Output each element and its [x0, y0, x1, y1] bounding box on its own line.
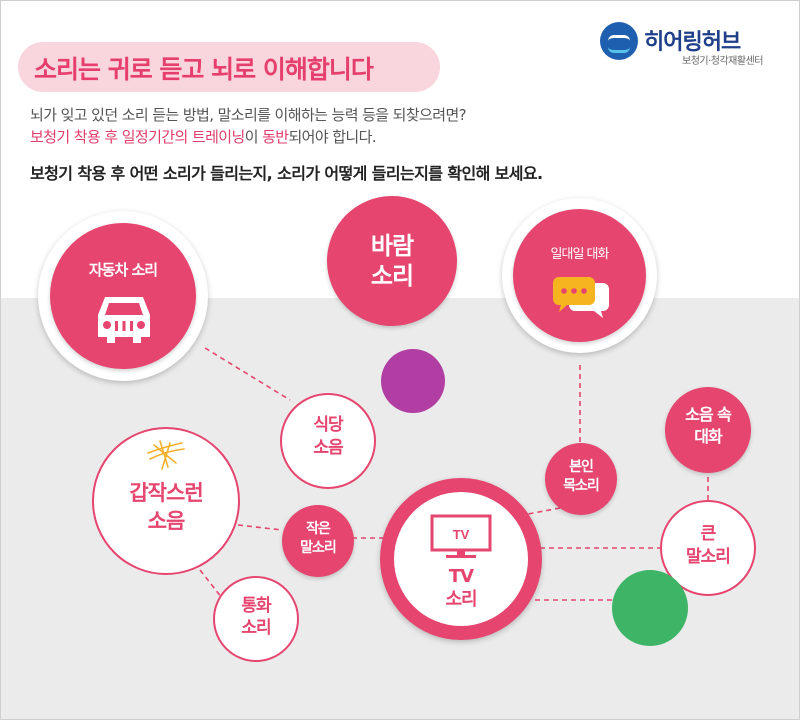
tv-icon: TV — [430, 514, 492, 558]
tv-icon-label: TV — [453, 527, 470, 542]
car-sound-bubble: 자동차 소리 — [38, 211, 208, 381]
intro-line-2-highlight-a: 보청기 착용 후 일정기간의 트레이닝 — [30, 128, 245, 146]
restaurant-noise-label-line1: 식당 — [313, 415, 343, 435]
small-voice-bubble: 작은 말소리 — [282, 505, 354, 577]
intro-line-1: 뇌가 잊고 있던 소리 듣는 방법, 말소리를 이해하는 능력 등을 되찾으려면… — [30, 106, 467, 124]
noise-conversation-label-line1: 소음 속 — [685, 405, 732, 424]
restaurant-noise-label-line2: 소음 — [313, 438, 343, 458]
car-sound-label: 자동차 소리 — [88, 261, 158, 279]
small-voice-label-line1: 작은 — [306, 521, 331, 537]
sudden-noise-bubble: 갑작스런 소음 — [92, 427, 240, 575]
sudden-noise-label-line1: 갑작스런 — [129, 481, 203, 505]
speech-bubbles-icon — [553, 277, 609, 318]
restaurant-noise-bubble: 식당 소음 — [280, 393, 376, 489]
phone-call-label-line1: 통화 — [241, 596, 271, 616]
loud-voice-label-line2: 말소리 — [686, 547, 731, 567]
intro-line-3: 보청기 착용 후 어떤 소리가 들리는지, 소리가 어떻게 들리는지를 확인해 … — [30, 164, 543, 183]
tv-sound-bubble: TV TV 소리 — [380, 478, 542, 640]
wind-sound-label-line1: 바람 — [370, 232, 414, 260]
sudden-noise-label-line2: 소음 — [147, 509, 186, 533]
hearinghub-logo-icon — [600, 22, 638, 60]
noise-conversation-bubble: 소음 속 대화 — [665, 387, 751, 473]
title-banner — [18, 42, 440, 92]
tv-sound-label-line1: TV — [448, 566, 474, 587]
noise-conversation-label-line2: 대화 — [694, 427, 722, 446]
decor-purple-dot — [381, 349, 445, 413]
phone-call-label-line2: 소리 — [241, 618, 271, 638]
daily-conversation-bubble: 일대일 대화 — [502, 198, 657, 353]
small-voice-label-line2: 말소리 — [300, 540, 337, 556]
wind-sound-label-line2: 소리 — [370, 262, 414, 290]
intro-line-2-plain-a: 이 — [244, 128, 263, 146]
own-voice-label-line1: 본인 — [569, 459, 594, 475]
connector-sudden-smallvoice — [237, 524, 283, 531]
brand-subtitle: 보청기·청각재활센터 — [682, 56, 763, 67]
brand-name: 히어링허브 — [644, 30, 741, 55]
loud-voice-label-line1: 큰 — [700, 524, 717, 544]
connector-car-restaurant — [204, 347, 291, 401]
wind-sound-bubble: 바람 소리 — [327, 196, 457, 326]
burst-icon — [147, 440, 185, 470]
connector-sudden-phone — [199, 569, 223, 599]
tv-sound-label-line2: 소리 — [445, 589, 477, 610]
own-voice-bubble: 본인 목소리 — [545, 443, 617, 515]
phone-call-bubble: 통화 소리 — [213, 576, 299, 662]
car-icon — [98, 297, 150, 343]
intro-line-2-highlight-b: 동반 — [262, 128, 289, 146]
intro-line-2: 보청기 착용 후 일정기간의 트레이닝이 동반되어야 합니다. — [30, 126, 377, 147]
daily-conversation-label: 일대일 대화 — [550, 247, 610, 262]
connector-ownvoice-tv — [527, 507, 561, 515]
page-title: 소리는 귀로 듣고 뇌로 이해합니다 — [34, 55, 374, 84]
intro-line-2-plain-b: 되어야 합니다. — [288, 128, 377, 146]
own-voice-label-line2: 목소리 — [563, 478, 600, 494]
decor-green-dot — [612, 570, 688, 646]
